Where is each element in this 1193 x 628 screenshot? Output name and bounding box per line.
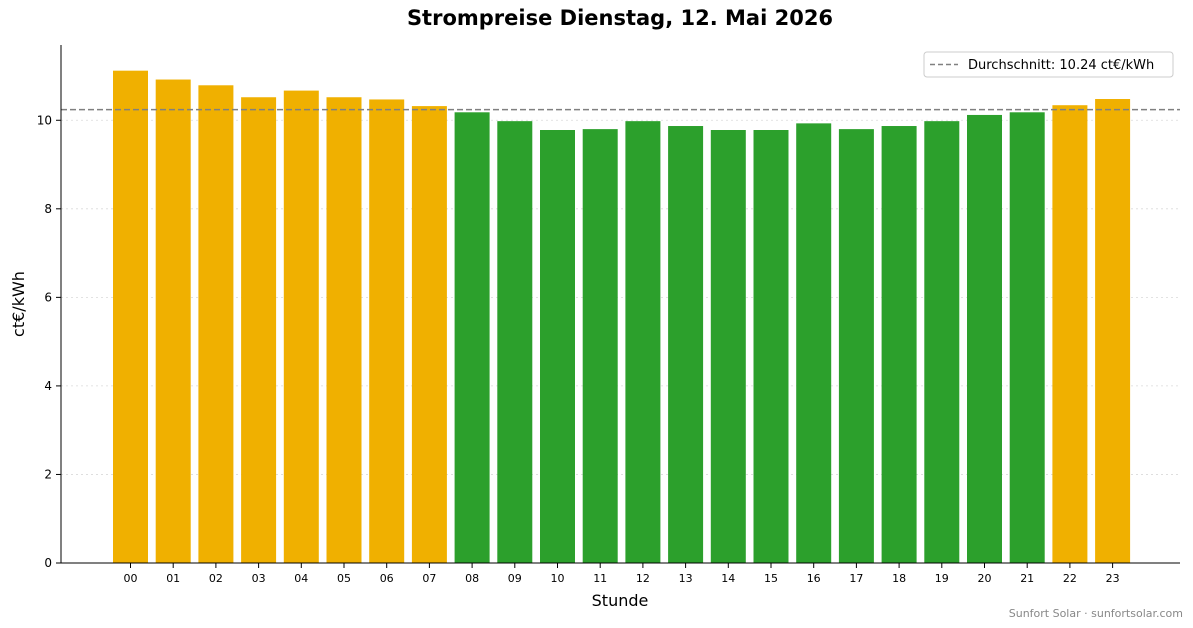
bar-hour-14: [710, 130, 746, 563]
x-tick-label: 13: [679, 572, 693, 585]
x-tick-label: 11: [593, 572, 607, 585]
bar-hour-15: [753, 130, 789, 563]
x-tick-label: 19: [935, 572, 949, 585]
x-tick-label: 05: [337, 572, 351, 585]
bar-hour-05: [326, 97, 362, 563]
x-ticks: 00 01 02 03 04 05 06 07 08 09 10 11 12 13 14 15 16 17 18 19…: [124, 563, 1120, 585]
bar-hour-06: [369, 99, 405, 563]
bar-hour-09: [497, 121, 533, 564]
bar-hour-17: [838, 129, 874, 563]
bar-hour-11: [582, 129, 618, 563]
legend: Durchschnitt: 10.24 ct€/kWh: [923, 51, 1174, 78]
x-tick-label: 18: [892, 572, 906, 585]
x-tick-label: 09: [508, 572, 522, 585]
x-tick-label: 12: [636, 572, 650, 585]
bar-hour-04: [283, 90, 319, 563]
chart-title: Strompreise Dienstag, 12. Mai 2026: [407, 6, 833, 30]
x-tick-label: 03: [252, 572, 266, 585]
bar-hour-12: [625, 121, 661, 564]
bar-hour-18: [881, 126, 917, 564]
y-tick-label: 0: [44, 556, 52, 570]
bar-hour-03: [241, 97, 277, 563]
bar-hour-01: [155, 79, 191, 564]
bar-hour-00: [113, 70, 148, 563]
y-axis-label: ct€/kWh: [9, 271, 28, 337]
x-axis-label: Stunde: [592, 591, 649, 610]
bar-hour-23: [1095, 99, 1131, 563]
bar-hour-10: [540, 130, 575, 563]
bar-hour-02: [198, 85, 234, 564]
y-tick-label: 4: [44, 379, 52, 393]
y-tick-label: 10: [37, 113, 52, 127]
footer-credit: Sunfort Solar · sunfortsolar.com: [1009, 607, 1183, 620]
x-tick-label: 08: [465, 572, 479, 585]
x-tick-label: 15: [764, 572, 778, 585]
x-tick-label: 04: [294, 572, 308, 585]
x-tick-label: 01: [166, 572, 180, 585]
legend-box: [923, 51, 1174, 78]
x-tick-label: 23: [1106, 572, 1120, 585]
bar-hour-08: [454, 112, 490, 564]
x-tick-label: 07: [422, 572, 436, 585]
bars: [113, 70, 1131, 564]
y-tick-label: 2: [44, 467, 52, 481]
bar-hour-21: [1009, 112, 1045, 564]
x-tick-label: 02: [209, 572, 223, 585]
y-tick-label: 8: [44, 202, 52, 216]
x-tick-label: 14: [721, 572, 735, 585]
bar-hour-16: [796, 123, 832, 563]
bar-hour-22: [1052, 105, 1088, 563]
x-tick-label: 21: [1020, 572, 1034, 585]
bar-hour-20: [967, 114, 1002, 563]
x-tick-label: 22: [1063, 572, 1077, 585]
bar-hour-19: [924, 121, 960, 564]
x-tick-label: 16: [807, 572, 821, 585]
y-ticks: 0 2 4 6 8 10: [37, 113, 61, 570]
x-tick-label: 00: [124, 572, 138, 585]
x-tick-label: 10: [551, 572, 565, 585]
x-tick-label: 06: [380, 572, 394, 585]
x-tick-label: 20: [978, 572, 992, 585]
bar-hour-07: [411, 106, 447, 563]
y-tick-label: 6: [44, 290, 52, 304]
x-tick-label: 17: [849, 572, 863, 585]
bar-hour-13: [668, 126, 704, 564]
legend-label: Durchschnitt: 10.24 ct€/kWh: [968, 58, 1154, 73]
